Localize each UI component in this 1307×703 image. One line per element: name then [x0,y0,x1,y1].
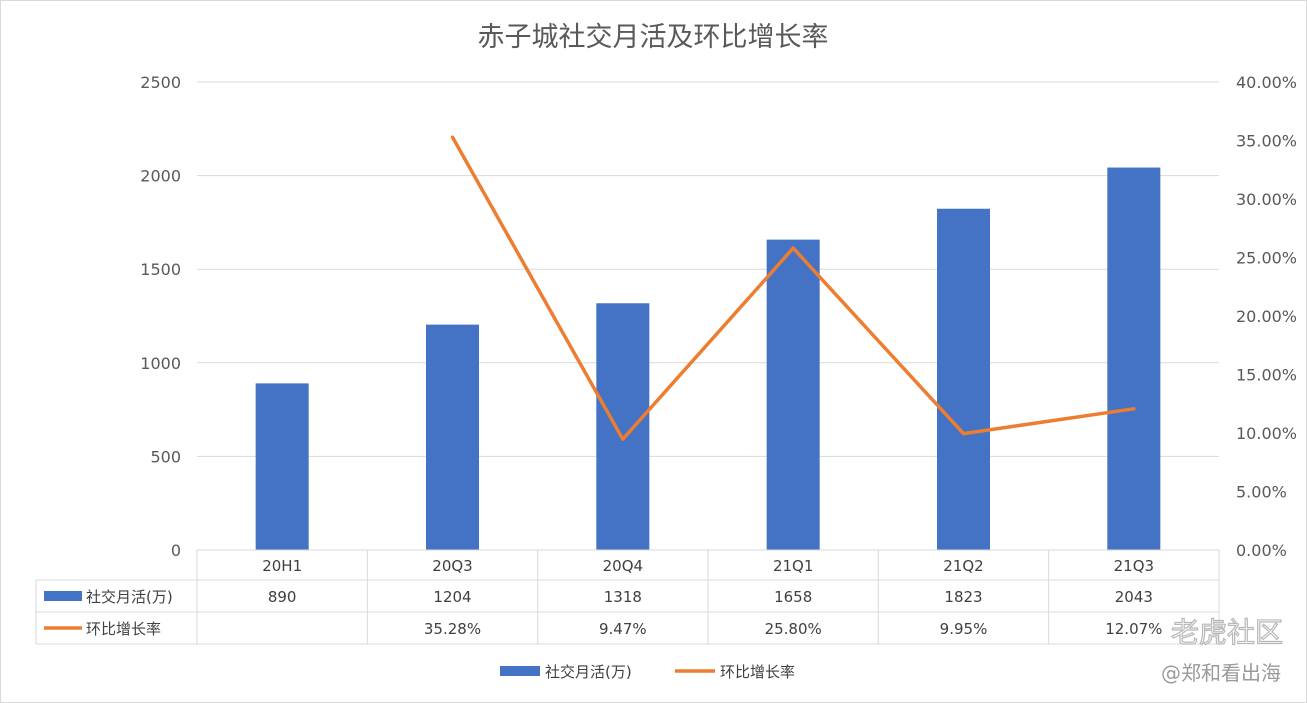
table-series-name: 环比增长率 [86,620,161,638]
category-label: 20Q4 [603,557,643,575]
legend: 社交月活(万) 环比增长率 [500,663,795,681]
legend-label-line: 环比增长率 [720,663,795,681]
table-cell: 1658 [774,588,812,606]
table-cell: 2043 [1115,588,1153,606]
table-cell: 1318 [604,588,642,606]
right-tick-label: 20.00% [1236,307,1297,326]
right-tick-label: 10.00% [1236,424,1297,443]
table-cell: 1204 [433,588,471,606]
right-tick-label: 15.00% [1236,366,1297,385]
legend-key-bar [500,666,540,676]
legend-label-bar: 社交月活(万) [545,663,632,681]
bar [766,239,820,550]
table-cell: 9.95% [940,620,988,638]
right-tick-label: 30.00% [1236,190,1297,209]
bar [426,324,479,550]
watermark: 老虎社区 @郑和看出海 [1161,615,1284,685]
category-label: 21Q3 [1114,557,1154,575]
bar [596,303,650,550]
left-tick-label: 0 [171,541,181,560]
bar [1107,167,1161,550]
category-label: 20Q3 [432,557,472,575]
table-cell: 35.28% [424,620,481,638]
left-axis-ticks: 0 500 1000 1500 2000 2500 [140,73,181,560]
table-cell: 25.80% [765,620,822,638]
data-table: 20H1 20Q3 20Q4 21Q1 21Q2 21Q3 社交月活(万) 890 1204 13… [35,549,1220,645]
watermark-handle: @郑和看出海 [1161,661,1281,685]
table-cell: 890 [268,588,297,606]
line-series [450,135,1136,441]
right-tick-label: 25.00% [1236,249,1297,268]
right-tick-label: 40.00% [1236,73,1297,92]
right-tick-label: 5.00% [1236,483,1287,502]
left-tick-label: 1500 [140,260,181,279]
watermark-brand: 老虎社区 [1171,616,1283,649]
bar [255,383,309,550]
table-cell: 12.07% [1105,620,1162,638]
chart-title: 赤子城社交月活及环比增长率 [478,22,829,53]
gridlines [197,81,1219,457]
category-label: 21Q2 [943,557,983,575]
right-tick-label: 0.00% [1236,541,1287,560]
left-tick-label: 2000 [140,167,181,186]
right-tick-label: 35.00% [1236,132,1297,151]
bar [937,208,990,550]
table-cell: 9.47% [599,620,647,638]
category-label: 21Q1 [773,557,813,575]
table-legend-key-bar [44,591,82,601]
right-axis-ticks: 0.00% 5.00% 10.00% 15.00% 20.00% 25.00% 30.00%… [1236,73,1297,560]
left-tick-label: 500 [150,447,181,466]
bar-series [255,167,1161,550]
left-tick-label: 1000 [140,354,181,373]
table-series-name: 社交月活(万) [86,588,173,606]
table-cell: 1823 [944,588,982,606]
category-label: 20H1 [262,557,302,575]
growth-rate-line [450,135,1136,441]
left-tick-label: 2500 [140,73,181,92]
